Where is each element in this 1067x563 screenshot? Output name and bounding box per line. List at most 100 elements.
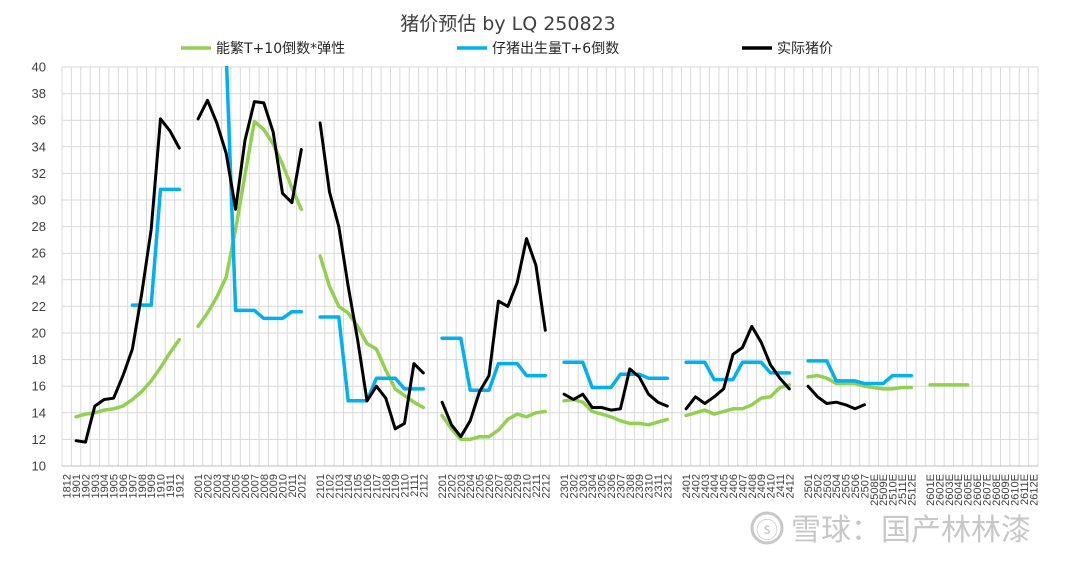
y-tick-label: 30 (32, 193, 46, 208)
x-tick-label: 2610E (1010, 474, 1022, 506)
x-tick-label: 2511E (897, 474, 909, 505)
legend-label-3: 实际猪价 (777, 41, 833, 57)
series-line-2 (224, 66, 304, 321)
x-tick-label: 2609E (1000, 474, 1012, 506)
x-tick-label: 2208 (503, 474, 515, 498)
x-tick-label: 2612E (1028, 474, 1040, 506)
x-tick-label: 2103 (334, 474, 346, 498)
x-tick-label: 2104 (343, 474, 355, 498)
x-tick-label: 2305 (597, 474, 609, 498)
x-tick-label: 2308 (625, 474, 637, 498)
x-tick-label: 2204 (465, 474, 477, 498)
x-tick-label: 2504 (831, 474, 843, 498)
x-tick-label: 2608E (991, 474, 1003, 506)
x-tick-label: 2007 (249, 474, 261, 498)
y-tick-label: 12 (32, 432, 46, 447)
watermark-logo-icon (750, 511, 784, 545)
x-tick-label: 2003 (212, 474, 224, 498)
series-line-1 (318, 254, 426, 410)
x-tick-label: 2108 (381, 474, 393, 498)
x-tick-label: 2509E (878, 474, 890, 506)
x-tick-label: 1912 (174, 474, 186, 498)
series-line-3 (318, 121, 425, 431)
x-tick-label: 2412 (784, 474, 796, 498)
x-tick-label: 1907 (127, 474, 139, 498)
watermark-logo-letter: ⓢ (756, 519, 778, 544)
y-tick-label: 40 (32, 60, 46, 75)
x-tick-label: 1906 (118, 474, 130, 498)
x-tick-label: 2607E (981, 474, 993, 506)
x-tick-label: 2506 (850, 474, 862, 498)
x-tick-label: 2201 (437, 474, 449, 498)
x-tick-label: 1904 (99, 474, 111, 498)
series-line-2 (684, 360, 792, 382)
series-line-3 (806, 384, 866, 411)
x-tick-label: 2009 (268, 474, 280, 498)
series-line-3 (74, 117, 181, 444)
x-tick-label: 2307 (615, 474, 627, 498)
x-tick-label: 2505 (841, 474, 853, 498)
x-tick-label: 2604E (953, 474, 965, 506)
x-tick-label: 2206 (484, 474, 496, 498)
x-tick-label: 2406 (728, 474, 740, 498)
watermark-text: 雪球：国产林林漆 (791, 513, 1031, 548)
x-tick-label: 2110 (400, 474, 412, 498)
x-tick-label: 2111 (409, 474, 421, 497)
series-line-3 (684, 324, 791, 411)
series-line-1 (806, 373, 914, 391)
series-line-3 (196, 98, 303, 211)
x-tick-label: 2410 (766, 474, 778, 498)
x-tick-label: 2008 (259, 474, 271, 498)
x-tick-label: 1901 (71, 474, 83, 498)
x-tick-label: 2404 (709, 474, 721, 498)
x-tick-label: 2402 (690, 474, 702, 498)
x-tick-label: 2306 (606, 474, 618, 498)
x-tick-label: 2210 (522, 474, 534, 498)
x-tick-label: 2407 (737, 474, 749, 498)
x-tick-label: 2603E (944, 474, 956, 506)
x-tick-label: 2203 (456, 474, 468, 498)
y-tick-label: 32 (32, 166, 46, 181)
x-tick-label: 2212 (540, 474, 552, 498)
x-tick-label: 2309 (634, 474, 646, 498)
x-tick-label: 2105 (353, 474, 365, 498)
x-tick-label: 2012 (296, 474, 308, 498)
legend-label-1: 能繁T+10倒数*弹性 (216, 41, 345, 57)
x-tick-label: 2409 (756, 474, 768, 498)
y-tick-label: 36 (32, 113, 46, 128)
x-tick-label: 1910 (156, 474, 168, 498)
series-line-3 (562, 367, 669, 412)
x-tick-label: 2401 (681, 474, 693, 498)
series-line-2 (806, 359, 914, 386)
y-tick-label: 10 (32, 459, 46, 474)
series-line-3 (440, 237, 547, 439)
series-line-1 (440, 409, 548, 442)
x-tick-label: 1909 (146, 474, 158, 498)
y-tick-label: 22 (32, 299, 46, 314)
x-tick-label: 2107 (371, 474, 383, 498)
x-tick-label: 1905 (109, 474, 121, 498)
x-tick-label: 2405 (719, 474, 731, 498)
x-tick-label: 1902 (80, 474, 92, 498)
y-tick-label: 14 (32, 405, 46, 420)
x-tick-label: 2611E (1019, 474, 1031, 505)
x-tick-label: 2312 (662, 474, 674, 498)
x-tick-label: 2209 (512, 474, 524, 498)
x-tick-label: 2512E (906, 474, 918, 506)
y-tick-label: 26 (32, 246, 46, 261)
x-tick-label: 2109 (390, 474, 402, 498)
x-tick-label: 1908 (137, 474, 149, 498)
x-tick-label: 2510E (888, 474, 900, 506)
x-tick-label: 2207 (493, 474, 505, 498)
x-tick-label: 2004 (221, 474, 233, 498)
x-tick-label: 1911 (165, 474, 177, 498)
x-tick-label: 2303 (578, 474, 590, 498)
series-line-1 (562, 397, 670, 427)
chart-title: 猪价预估 by LQ 250823 (400, 13, 616, 35)
x-tick-label: 2205 (475, 474, 487, 498)
x-tick-label: 2502 (812, 474, 824, 498)
x-tick-label: 2311 (653, 474, 665, 498)
x-tick-label: 2601E (925, 474, 937, 506)
y-tick-label: 20 (32, 326, 46, 341)
x-tick-label: 2202 (446, 474, 458, 498)
